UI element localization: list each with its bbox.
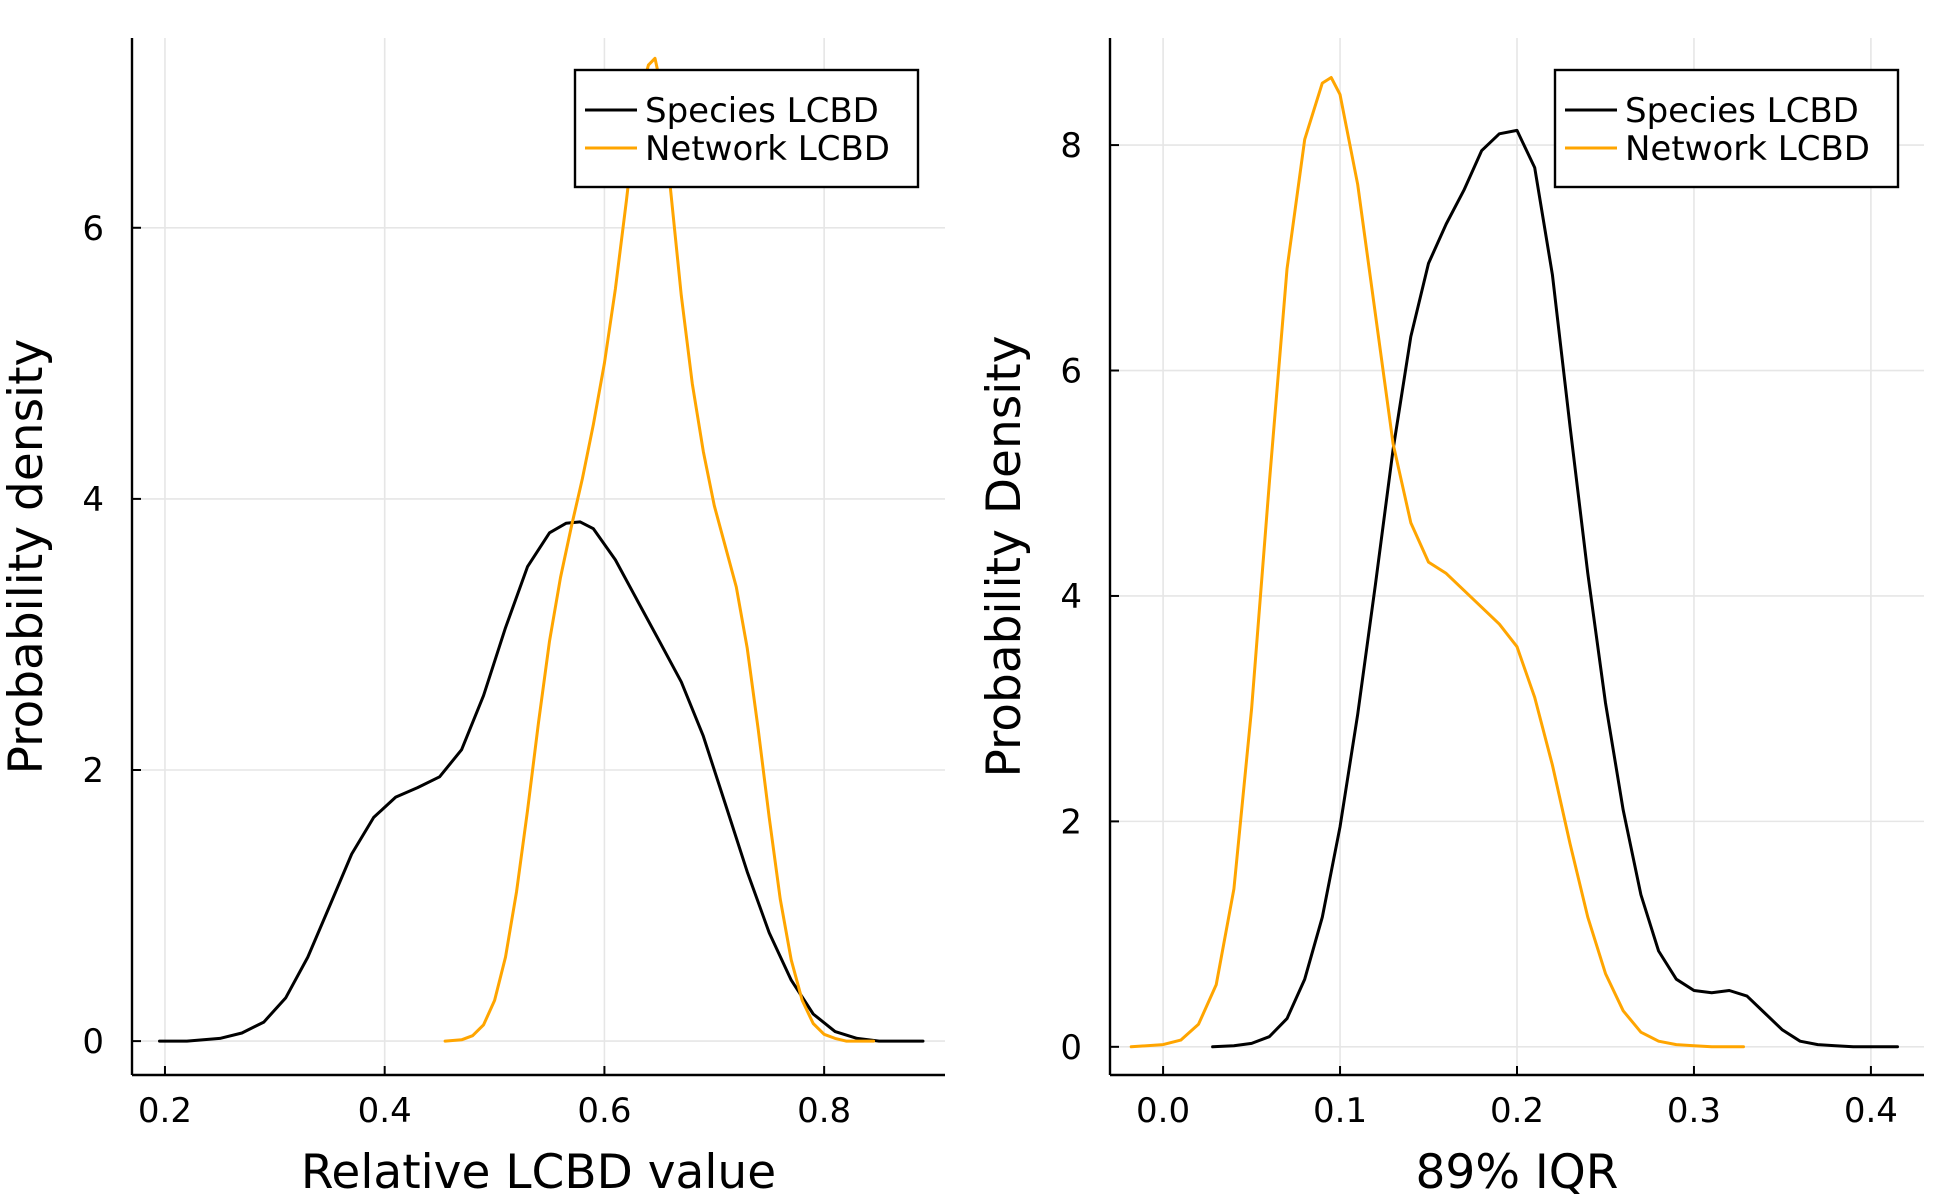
left-density-plot: 0.2 0.4 0.6 0.8 0 2 4 6 Relative LCBD value Proba…: [0, 38, 945, 1200]
legend-label-species: Species LCBD: [645, 91, 879, 131]
legend-label-network: Network LCBD: [645, 129, 890, 169]
legend-box: [573, 68, 920, 189]
x-tick-label: 0.4: [358, 1091, 412, 1131]
legend-label-network: Network LCBD: [1625, 129, 1870, 169]
right-density-plot: 0.0 0.1 0.2 0.3 0.4 0 2 4 6 8 89% IQR Probability D…: [977, 38, 1924, 1200]
y-tick-label: 0: [82, 1022, 104, 1062]
x-axis-label: 89% IQR: [1416, 1145, 1619, 1200]
y-axis-label: Probability Density: [977, 335, 1032, 777]
x-tick-label: 0.2: [138, 1091, 192, 1131]
y-tick-label: 2: [1060, 802, 1082, 842]
legend-label-species: Species LCBD: [1625, 91, 1859, 131]
x-tick-label: 0.8: [797, 1091, 851, 1131]
x-axis-label: Relative LCBD value: [301, 1145, 776, 1200]
x-tick-label: 0.1: [1313, 1091, 1367, 1131]
y-tick-label: 6: [1060, 352, 1082, 392]
y-tick-label: 4: [1060, 577, 1082, 617]
x-tick-label: 0.3: [1667, 1091, 1721, 1131]
network-density-curve: [1129, 76, 1745, 1049]
x-tick-label: 0.0: [1136, 1091, 1190, 1131]
x-tick-label: 0.6: [577, 1091, 631, 1131]
y-tick-label: 0: [1060, 1028, 1082, 1068]
y-tick-label: 6: [82, 209, 104, 249]
x-tick-label: 0.2: [1490, 1091, 1544, 1131]
species-density-curve: [1211, 128, 1899, 1049]
network-density-curve: [443, 56, 876, 1043]
y-tick-label: 2: [82, 751, 104, 791]
y-axis-label: Probability density: [0, 339, 54, 775]
species-density-curve: [158, 520, 925, 1043]
y-tick-label: 8: [1060, 126, 1082, 166]
legend-box: [1553, 68, 1900, 189]
x-tick-label: 0.4: [1844, 1091, 1898, 1131]
y-tick-label: 4: [82, 480, 104, 520]
